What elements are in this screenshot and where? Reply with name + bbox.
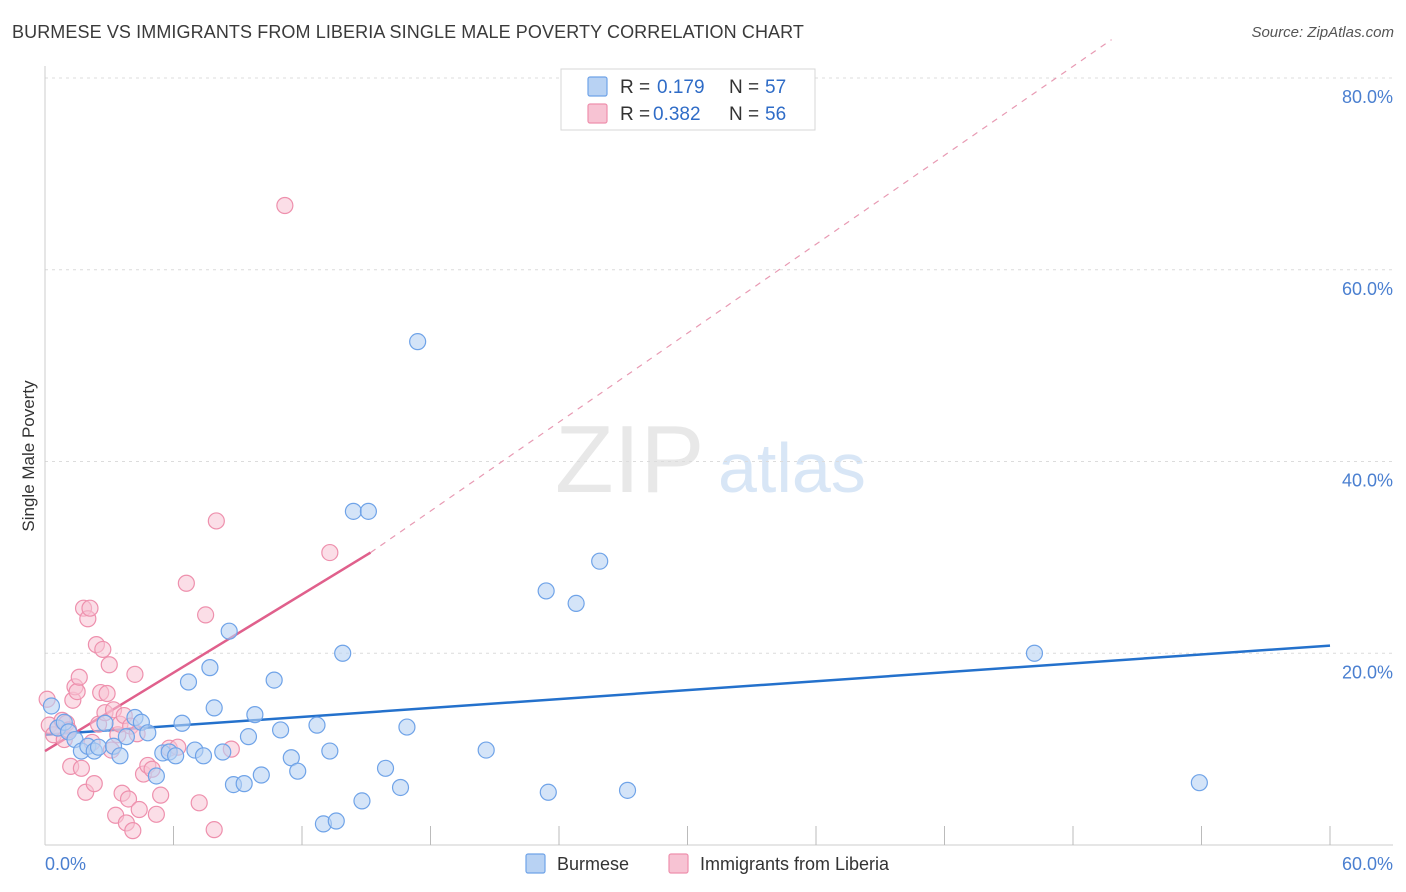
point-liberia-39 [130,800,148,819]
point-burmese-27 [220,622,238,640]
point-liberia-44 [152,786,170,804]
point-liberia-11 [70,668,88,686]
watermark-zip: ZIP [555,406,704,513]
point-burmese-31 [246,706,264,724]
point-burmese-30 [239,728,258,746]
point-liberia-34 [119,790,138,808]
point-liberia-36 [124,822,142,840]
point-burmese-46 [391,778,410,797]
point-liberia-47 [177,574,195,592]
point-burmese-33 [265,671,283,689]
point-liberia-37 [126,665,144,683]
point-burmese-8 [89,738,108,756]
bottom-legend-burmese: Burmese [557,854,629,874]
point-burmese-0 [42,697,61,715]
point-burmese-44 [353,792,371,810]
legend-box: R = 0.179 N = 57 R = 0.382 N = 56 [560,68,816,131]
point-burmese-32 [252,766,270,784]
point-burmese-9 [96,714,114,732]
point-burmese-48 [409,333,427,351]
legend-n-value-liberia: 56 [765,104,786,125]
legend-r-label-burmese: R = [620,77,650,98]
point-burmese-16 [147,767,165,785]
grid-lines [45,77,1393,654]
point-burmese-20 [173,714,191,732]
point-burmese-45 [376,759,395,777]
y-tick-label-40: 40.0% [1342,471,1393,491]
point-burmese-34 [271,721,290,739]
point-burmese-53 [591,552,609,570]
point-burmese-25 [205,699,223,717]
data-points [38,196,1208,840]
point-burmese-47 [398,718,416,736]
point-liberia-22 [94,640,112,659]
point-burmese-56 [1190,774,1208,792]
point-liberia-16 [81,599,99,617]
point-liberia-49 [197,606,215,624]
chart-title: BURMESE VS IMMIGRANTS FROM LIBERIA SINGL… [12,22,805,42]
point-liberia-12 [72,759,91,777]
trend-lines [44,39,1331,753]
legend-swatch-liberia [587,103,608,124]
point-liberia-43 [147,805,165,823]
legend-n-value-burmese: 57 [765,77,786,98]
point-burmese-11 [111,747,129,765]
legend-r-label-liberia: R = [620,104,650,125]
trendline-burmese [44,644,1331,736]
point-burmese-15 [139,724,157,742]
legend-n-label-liberia: N = [729,104,759,125]
point-burmese-42 [344,502,362,520]
point-liberia-10 [68,682,86,701]
legend-swatch-burmese [587,76,608,97]
point-liberia-24 [98,684,116,703]
legend-r-value-burmese: 0.179 [657,77,705,98]
point-burmese-40 [327,812,345,830]
x-tick-label-0: 0.0% [45,854,86,874]
point-burmese-49 [477,741,495,759]
point-burmese-41 [334,644,352,662]
point-liberia-50 [205,821,223,839]
point-burmese-19 [167,747,185,765]
point-burmese-29 [235,775,253,793]
point-liberia-18 [85,775,103,793]
x-tick-label-60: 60.0% [1342,854,1393,874]
source-credit: Source: ZipAtlas.com [1251,24,1394,41]
point-burmese-26 [214,743,232,761]
point-burmese-43 [359,502,377,520]
legend-r-value-liberia: 0.382 [653,104,701,125]
point-burmese-36 [289,762,307,780]
point-liberia-51 [207,512,225,530]
bottom-legend: Burmese Immigrants from Liberia [525,853,890,874]
point-burmese-39 [321,742,339,760]
y-axis-label: Single Male Poverty [19,380,38,532]
point-burmese-52 [567,594,585,612]
y-tick-label-20: 20.0% [1342,662,1393,682]
point-burmese-12 [117,728,135,746]
point-burmese-51 [539,783,557,801]
legend-n-label-burmese: N = [729,77,759,98]
point-burmese-37 [308,716,326,734]
point-burmese-50 [537,582,555,600]
watermark-atlas: atlas [718,429,866,507]
bottom-legend-swatch-burmese [525,853,546,874]
bottom-legend-swatch-liberia [668,853,689,874]
point-burmese-54 [618,781,637,799]
point-burmese-24 [201,659,219,677]
y-tick-label-80: 80.0% [1342,87,1393,107]
point-liberia-25 [100,656,118,674]
y-tick-label-60: 60.0% [1342,279,1393,299]
point-burmese-23 [194,747,213,765]
tick-labels: 20.0% 40.0% 60.0% 80.0% 0.0% 60.0% [45,87,1393,874]
point-liberia-53 [276,196,294,215]
bottom-legend-liberia: Immigrants from Liberia [700,854,890,874]
axes [44,66,1393,846]
point-liberia-54 [321,543,339,562]
point-burmese-21 [179,673,198,691]
point-liberia-48 [190,794,208,812]
point-burmese-55 [1025,644,1044,662]
